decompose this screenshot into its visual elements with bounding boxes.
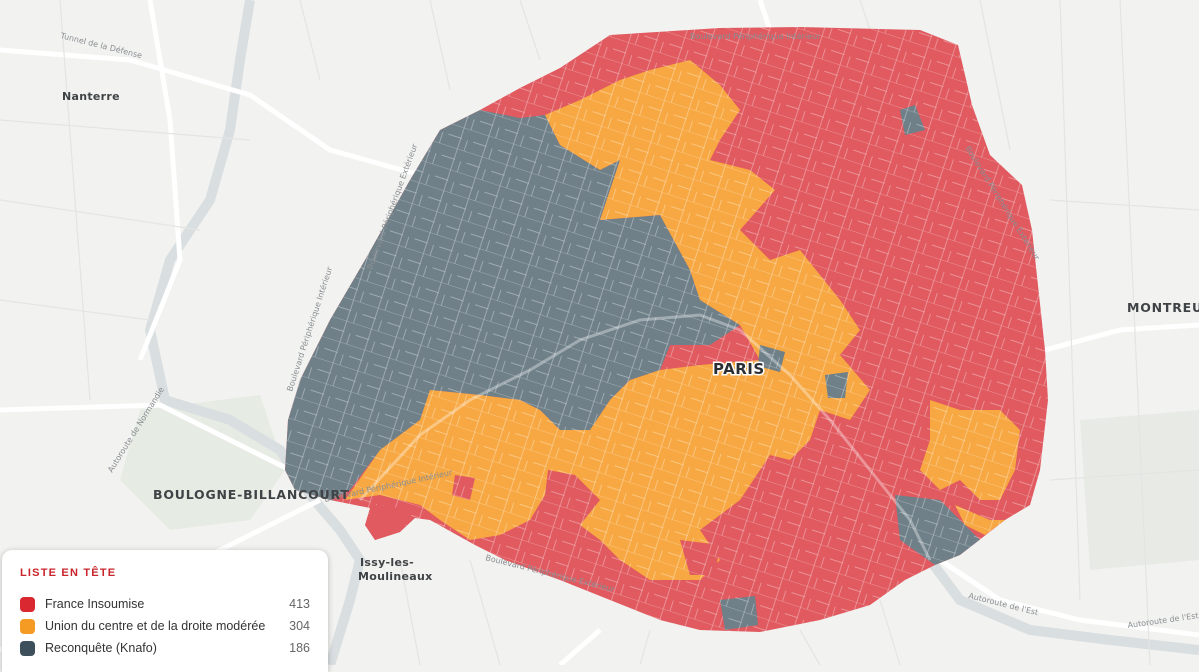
legend-label: Union du centre et de la droite modérée [45, 619, 266, 633]
legend-title: LISTE EN TÊTE [20, 567, 117, 579]
label-boulogne: BOULOGNE-BILLANCOURT [153, 487, 350, 502]
region-fi-issy[interactable] [365, 505, 415, 540]
legend-count: 413 [289, 597, 310, 611]
label-issy-1: Issy-les- [360, 556, 414, 569]
legend-count: 304 [289, 619, 310, 633]
label-montreuil: MONTREUIL [1127, 300, 1199, 315]
legend-swatch [20, 640, 35, 656]
legend-swatch [20, 618, 35, 634]
legend-item-reconquete[interactable]: Reconquête (Knafo) 186 [20, 637, 310, 659]
legend-item-france-insoumise[interactable]: France Insoumise 413 [20, 593, 310, 615]
label-issy-2: Moulineaux [358, 570, 433, 583]
legend-count: 186 [289, 641, 310, 655]
legend-swatch [20, 596, 35, 612]
svg-text:Boulevard Périphérique Intérie: Boulevard Périphérique Intérieur [690, 31, 821, 41]
seine-river [358, 313, 932, 561]
label-paris: PARIS [713, 360, 765, 378]
legend-item-union-centre[interactable]: Union du centre et de la droite modérée … [20, 615, 310, 637]
legend-label: Reconquête (Knafo) [45, 641, 157, 655]
legend-label: France Insoumise [45, 597, 145, 611]
label-nanterre: Nanterre [62, 90, 120, 103]
legend-panel: LISTE EN TÊTE France Insoumise 413 Union… [2, 550, 328, 672]
place-labels: Nanterre MONTREUIL BOULOGNE-BILLANCOURT … [62, 90, 1199, 583]
